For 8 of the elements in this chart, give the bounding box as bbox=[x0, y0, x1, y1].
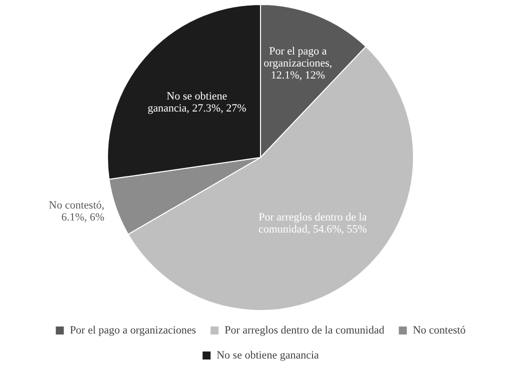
data-label: No contestó, 6.1%, 6% bbox=[48, 200, 105, 224]
legend-label: Por el pago a organizaciones bbox=[70, 324, 196, 336]
legend-label: Por arreglos dentro de la comunidad bbox=[224, 324, 385, 336]
data-label: Por el pago a organizaciones, 12.1%, 12% bbox=[264, 46, 332, 82]
legend-label: No contestó bbox=[412, 324, 466, 336]
legend-label: No se obtiene ganancia bbox=[216, 349, 320, 362]
data-label: Por arreglos dentro de la comunidad, 54.6%, 55% bbox=[258, 211, 367, 236]
data-label: No se obtiene ganancia, 27.3%, 27% bbox=[148, 90, 246, 114]
